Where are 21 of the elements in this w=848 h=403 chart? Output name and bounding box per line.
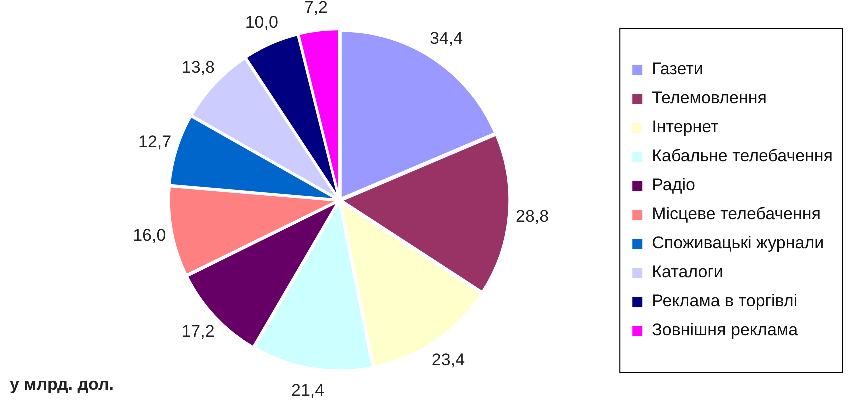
legend-label: Кабальне телебачення xyxy=(652,146,833,166)
legend-label: Телемовлення xyxy=(652,88,767,108)
data-label: 34,4 xyxy=(430,28,464,48)
legend-label: Місцеве телебачення xyxy=(652,204,821,224)
data-label: 17,2 xyxy=(182,322,215,342)
legend-label: Реклама в торгівлі xyxy=(652,292,798,311)
legend-label: Споживацькі журнали xyxy=(652,234,824,253)
legend-label: Каталоги xyxy=(652,262,724,282)
legend-label: Газети xyxy=(652,60,704,79)
data-label: 10,0 xyxy=(245,13,278,32)
data-label: 28,8 xyxy=(516,207,550,226)
data-label: 21,4 xyxy=(292,381,325,400)
legend-label: Зовнішня реклама xyxy=(652,320,799,340)
legend-label: Інтернет xyxy=(652,118,720,137)
legend-label: Радіо xyxy=(652,176,696,195)
data-label: 12,7 xyxy=(138,132,172,152)
data-label: 7,2 xyxy=(304,0,328,18)
data-label: 16,0 xyxy=(133,226,166,245)
data-label: 23,4 xyxy=(432,350,466,370)
text: у млрд. дол. xyxy=(10,375,114,394)
data-label: 13,8 xyxy=(182,58,216,78)
